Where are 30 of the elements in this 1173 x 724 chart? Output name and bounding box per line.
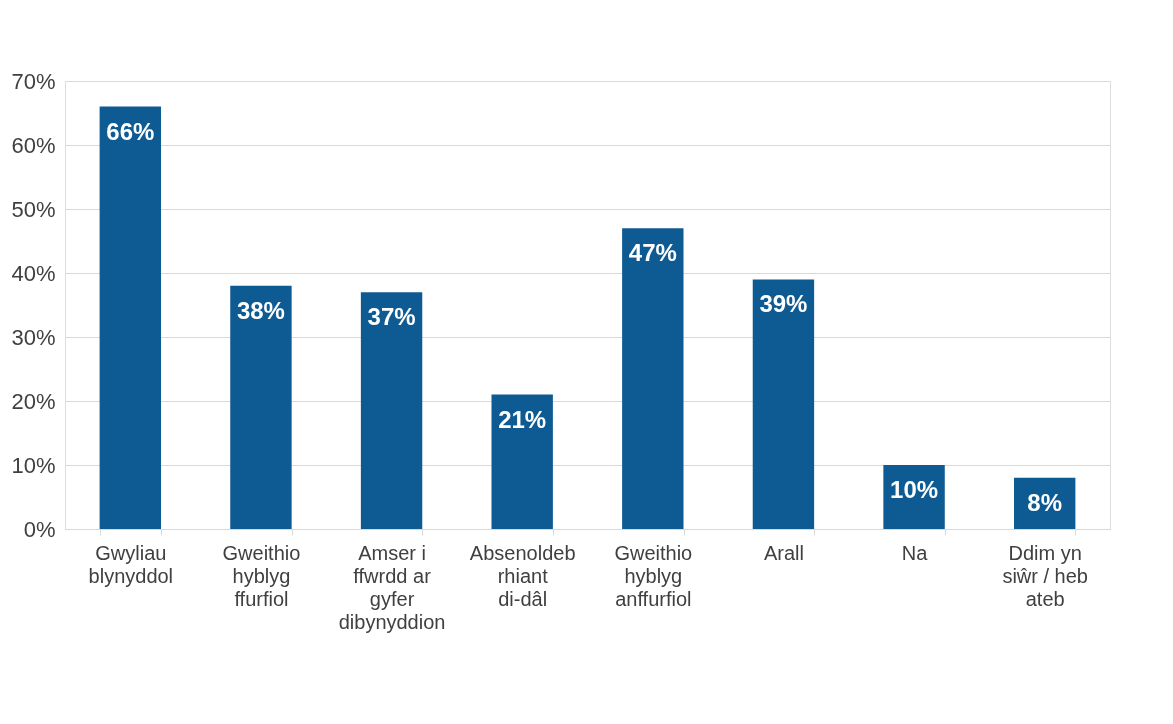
bar	[360, 292, 423, 529]
data-label: 8%	[1027, 488, 1063, 516]
x-tick-label: Amser i ffwrdd ar gyfer dibynyddion	[338, 541, 446, 633]
x-tick-label: Gweithio hyblyg ffurfiol	[222, 541, 301, 610]
x-tick-label: Gweithio hyblyg anffurfiol	[614, 541, 693, 610]
data-label: 10%	[890, 476, 939, 503]
y-tick-label: 60%	[11, 132, 56, 158]
x-tick-label: Gwyliau blynyddol	[88, 541, 174, 587]
y-tick-label: 10%	[11, 452, 56, 478]
y-tick-label: 40%	[11, 260, 56, 286]
bar	[622, 228, 684, 529]
data-label: 37%	[367, 303, 416, 331]
data-label: 47%	[628, 239, 677, 267]
x-tick-label: Absenoldeb rhiant di-dâl	[469, 541, 576, 610]
y-tick-label: 0%	[23, 516, 56, 542]
bar	[491, 394, 553, 529]
x-tick-label: Ddim yn siŵr / heb ateb	[1002, 541, 1088, 610]
data-label: 21%	[498, 405, 547, 433]
data-label: 66%	[106, 117, 155, 145]
x-tick-label: Arall	[763, 541, 804, 564]
y-tick-label: 70%	[11, 68, 56, 94]
y-tick-label: 20%	[11, 388, 56, 414]
y-tick-label: 50%	[11, 196, 56, 222]
bar	[230, 285, 292, 529]
y-tick-label: 30%	[11, 324, 56, 350]
data-label: 39%	[759, 290, 808, 318]
bar	[99, 106, 162, 529]
bar	[752, 279, 815, 529]
data-label: 38%	[236, 296, 285, 324]
x-tick-label: Na	[901, 541, 929, 564]
